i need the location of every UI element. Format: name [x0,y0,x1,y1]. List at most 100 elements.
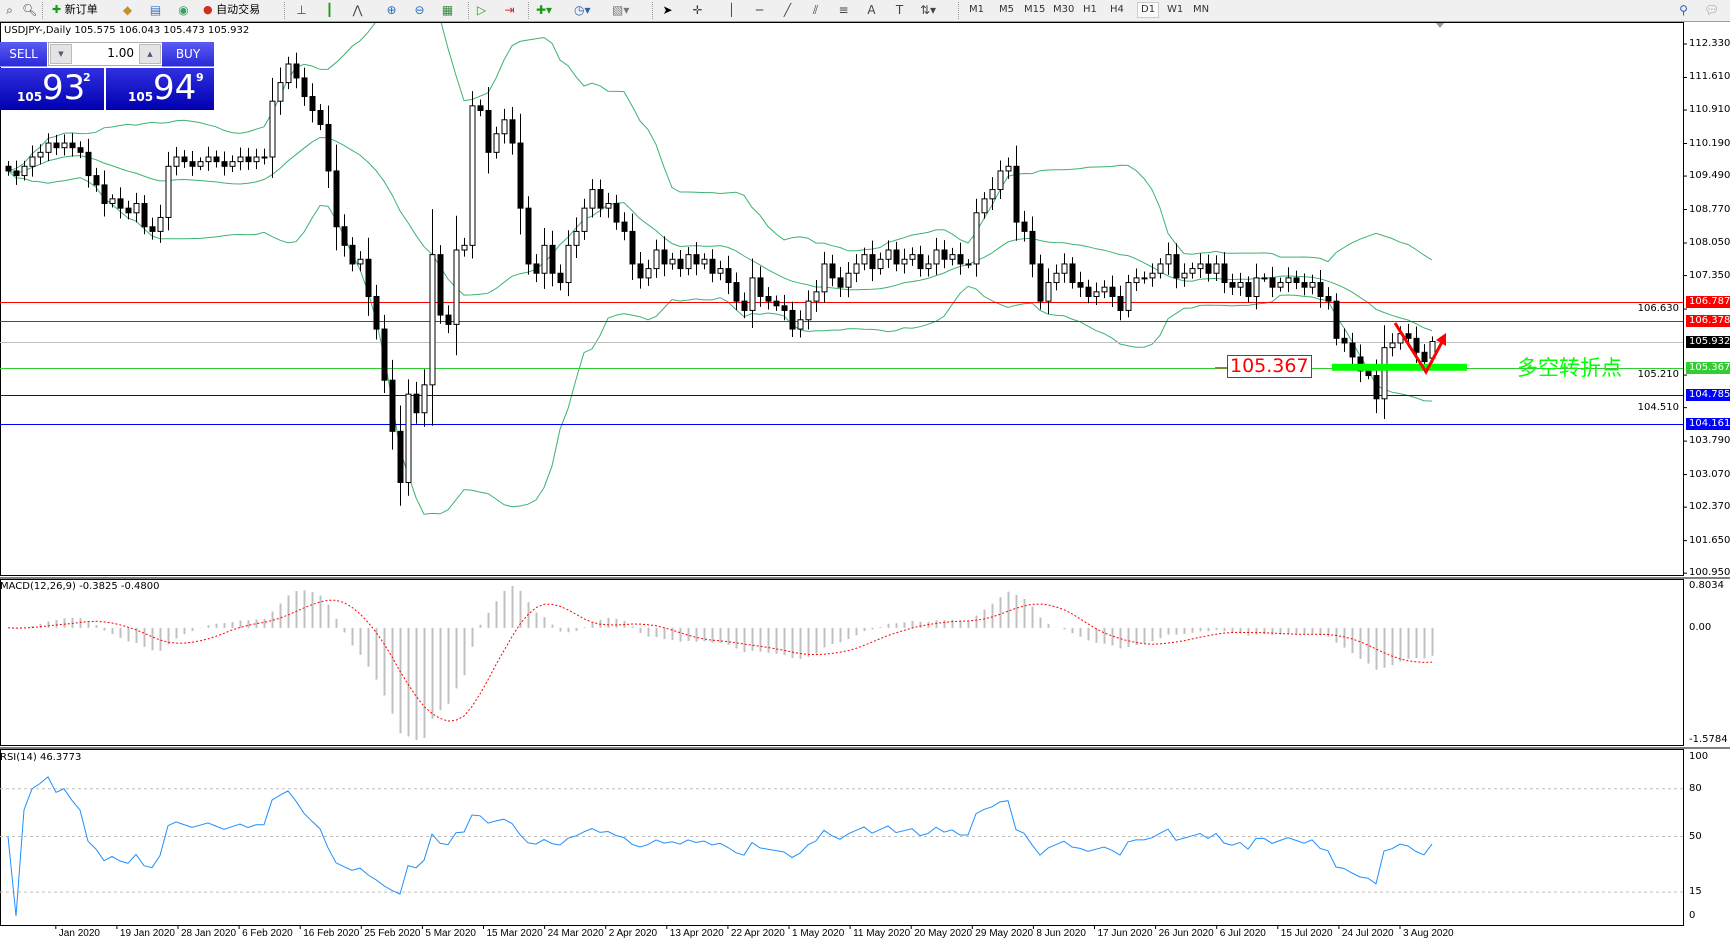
timeframe-w1[interactable]: W1 [1167,4,1184,15]
bearish-candle [301,77,308,98]
bearish-candle [1229,282,1236,288]
timeframe-m15[interactable]: M15 [1024,4,1046,15]
new-order-button[interactable]: ✚ 新订单 [52,2,98,18]
channel-icon[interactable]: ⫽ [812,3,819,17]
search-icon[interactable]: 🔍︎ [22,3,38,17]
search-icon[interactable]: ⚲ [1679,3,1688,17]
bullish-candle [269,100,276,158]
bearish-candle [381,328,388,381]
bearish-candle [413,393,420,414]
macd-signal-line [7,599,1433,722]
bullish-candle [885,249,892,260]
zoom-in-icon[interactable]: ⊕ [386,3,397,17]
chat-icon[interactable]: 💬︎ [1704,3,1720,17]
macd-axis-min: -1.5784 [1689,734,1728,745]
pivot-price-label[interactable]: 105.367 [1227,355,1312,378]
horizontal-line-icon[interactable]: ─ [755,3,764,17]
timeframe-m1[interactable]: M1 [969,4,984,15]
bullish-candle [61,142,68,149]
bollinger-middle [7,136,1433,332]
bearish-candle [397,430,404,483]
indicators-icon[interactable]: ✚▾ [536,3,553,17]
bearish-candle [333,170,340,228]
timeframe-h4[interactable]: H4 [1110,4,1124,15]
bullish-candle [357,258,364,265]
candlestick-icon[interactable]: ┃ [325,3,334,17]
fibonacci-icon[interactable]: ≡ [838,3,849,17]
bearish-candle [309,96,316,111]
bullish-candle [29,156,36,167]
price-axis-label: 105.210 [1635,369,1681,382]
bullish-candle [581,207,588,232]
date-axis-label: 16 Feb 2020 [303,928,360,939]
buy-price[interactable]: 105 94 9 [106,68,214,110]
bullish-candle [253,156,260,163]
bearish-candle [221,161,228,167]
bullish-candle [909,254,916,260]
timeframe-h1[interactable]: H1 [1083,4,1097,15]
timeframe-m30[interactable]: M30 [1053,4,1075,15]
bearish-candle [293,63,300,79]
zoom-window-icon[interactable]: ⌕ [6,3,13,17]
lots-field[interactable]: ▼ 1.00 ▲ [48,42,163,66]
signals-icon[interactable]: ◉ [178,3,189,17]
text-label-icon[interactable]: T [895,3,904,17]
bearish-candle [181,156,188,163]
level-price-badge: 105.932 [1686,335,1730,348]
bullish-candle [469,105,476,246]
chart-shift-marker [1436,23,1444,28]
arrows-icon[interactable]: ⇅▾ [920,3,937,17]
tile-windows-icon[interactable]: ▦ [441,3,454,17]
lots-increase-button[interactable]: ▲ [139,44,161,64]
bullish-candle [261,156,268,159]
bullish-candle [853,263,860,274]
date-axis-label: 17 Jun 2020 [1097,928,1153,939]
bullish-candle [1253,277,1260,297]
bullish-candle [229,161,236,167]
lots-decrease-button[interactable]: ▼ [50,44,72,64]
bullish-candle [421,384,428,414]
periods-icon[interactable]: ◷▾ [574,3,591,17]
sell-button[interactable]: SELL [0,42,47,67]
auto-trading-label: 自动交易 [216,3,261,16]
date-axis-label: 2 Apr 2020 [608,928,658,939]
text-icon[interactable]: A [867,3,876,17]
zoom-out-icon[interactable]: ⊖ [414,3,425,17]
buy-button[interactable]: BUY [162,42,214,67]
timeframe-d1[interactable]: D1 [1137,2,1160,18]
crosshair-icon[interactable]: ✛ [692,3,703,17]
cursor-icon[interactable]: ➤ [662,3,673,17]
pivot-annotation-text[interactable]: 多空转折点 [1517,356,1622,380]
macd-axis-zero: 0.00 [1689,621,1712,633]
price-axis-label: 110.910 [1689,104,1730,116]
price-axis-label: 110.190 [1689,137,1730,149]
timeframe-m5[interactable]: M5 [999,4,1014,15]
chart-canvas[interactable] [0,22,1730,941]
price-axis-label: 108.050 [1689,237,1730,249]
date-axis-label: 5 Mar 2020 [425,928,476,939]
auto-trading-icon: ● [203,3,213,16]
auto-trading-button[interactable]: ● 自动交易 [203,2,260,18]
templates-icon[interactable]: ▧▾ [612,3,630,17]
date-axis-label: Jan 2020 [58,928,100,939]
chart-title: USDJPY-,Daily 105.575 106.043 105.473 10… [4,25,250,36]
vertical-line-icon[interactable]: │ [727,3,736,17]
bollinger-upper [7,23,1433,263]
sell-price[interactable]: 105 93 2 [0,68,104,110]
chart-shift-icon[interactable]: ▷ [476,3,487,17]
history-icon[interactable]: ▤ [149,3,162,17]
timeframe-mn[interactable]: MN [1193,4,1210,15]
bearish-candle [773,300,780,307]
bullish-candle [1141,277,1148,280]
bullish-candle [1101,286,1108,293]
bearish-candle [77,147,84,153]
market-watch-icon[interactable]: ◆ [122,3,133,17]
line-chart-icon[interactable]: ⋀ [352,3,363,17]
bullish-candle [965,263,972,266]
autoscroll-icon[interactable]: ⇥ [504,3,515,17]
bearish-candle [1405,333,1412,339]
date-axis-label: 3 Aug 2020 [1403,928,1454,939]
bearish-candle [757,277,764,297]
bar-chart-icon[interactable]: ⊥ [296,3,307,17]
trendline-icon[interactable]: ╱ [783,3,792,17]
